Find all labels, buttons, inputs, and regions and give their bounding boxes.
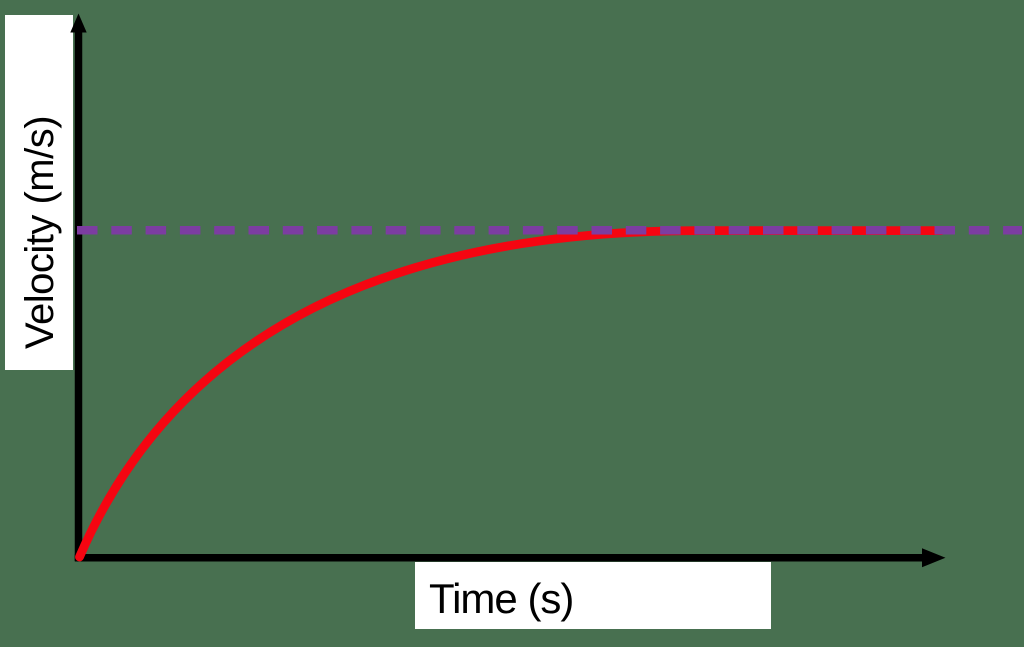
svg-text:Time (s): Time (s)	[429, 575, 573, 622]
svg-text:Velocity (m/s): Velocity (m/s)	[18, 116, 62, 349]
